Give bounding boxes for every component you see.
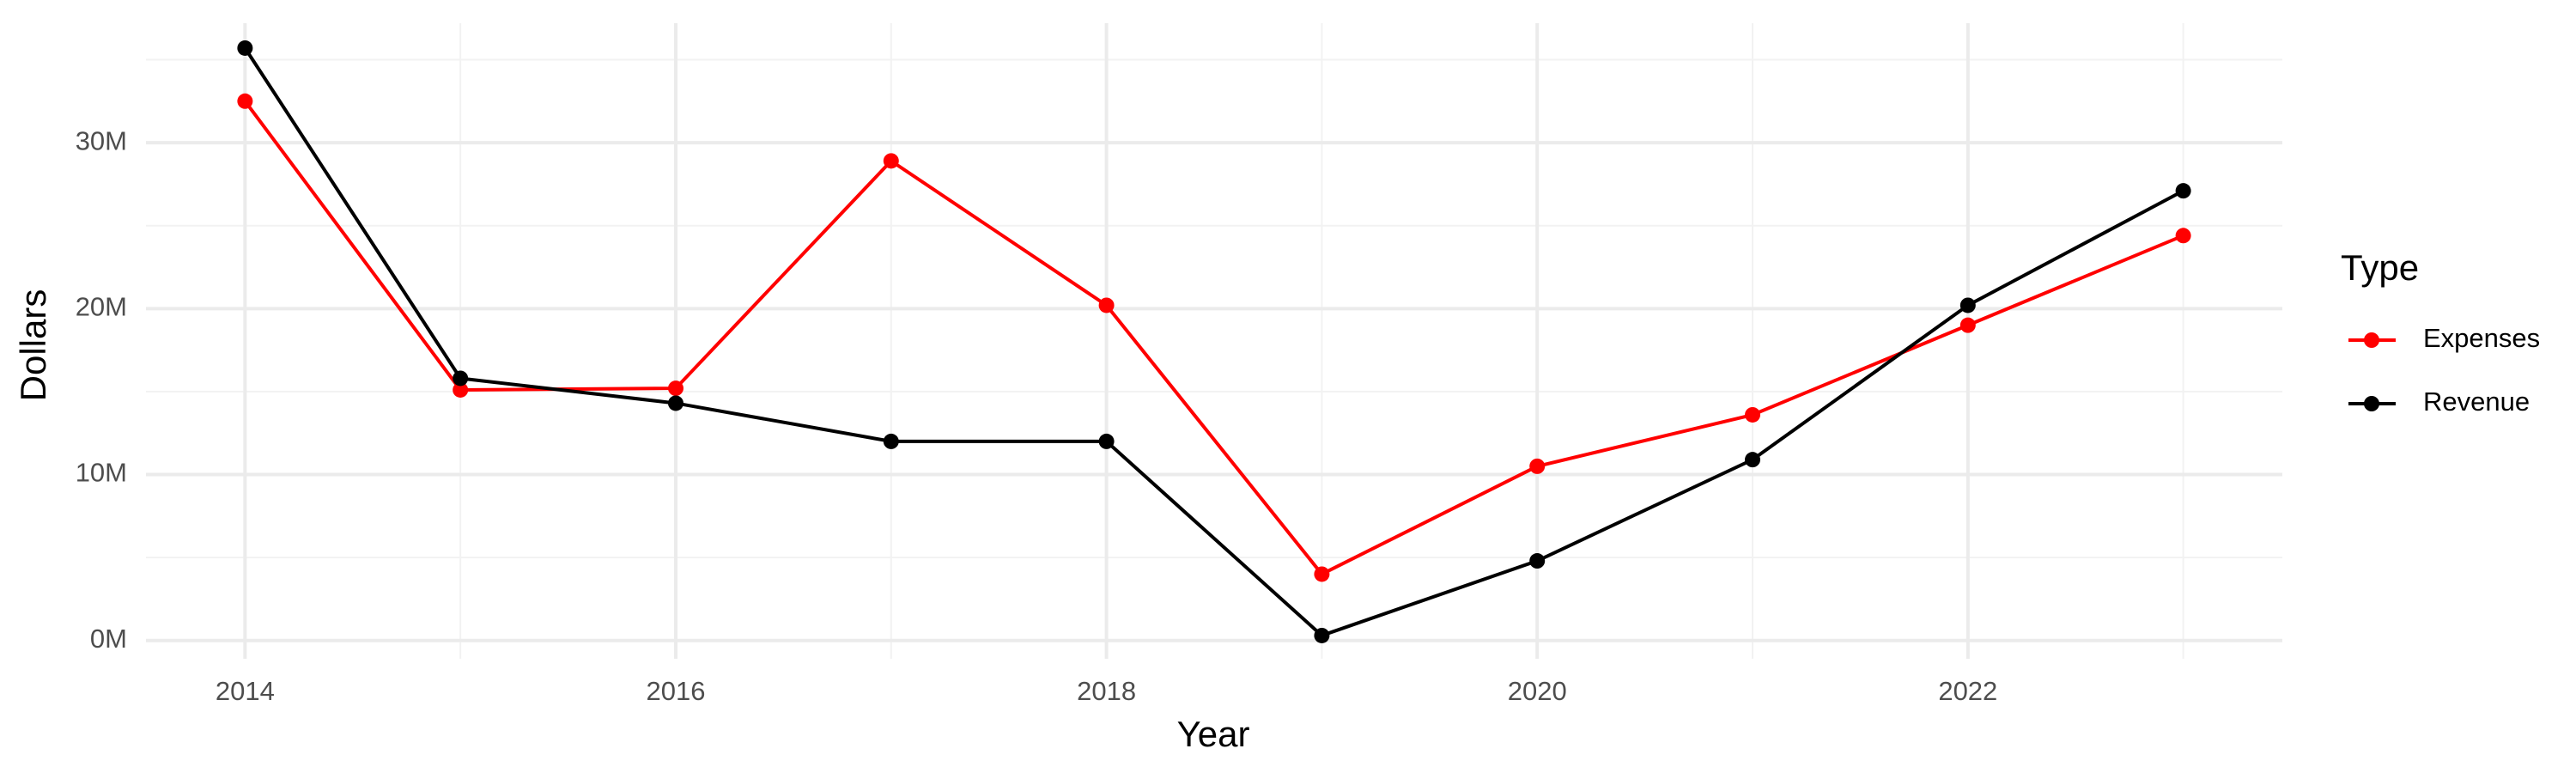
data-point: [453, 381, 469, 398]
series-line: [243, 46, 2184, 638]
data-point: [1314, 627, 1330, 643]
data-point: [453, 370, 469, 386]
x-tick-label: 2014: [216, 676, 275, 706]
data-point: [1745, 452, 1761, 468]
x-tick-label: 2022: [1938, 676, 1997, 706]
y-tick-label: 10M: [76, 458, 127, 488]
data-point: [667, 380, 683, 397]
data-point: [667, 395, 683, 411]
data-point: [883, 153, 899, 169]
data-point: [1098, 297, 1115, 313]
y-tick-label: 30M: [76, 125, 127, 155]
y-axis-title: Dollars: [13, 289, 53, 402]
data-point: [1529, 458, 1546, 474]
data-point: [883, 433, 899, 449]
x-axis-title: Year: [1177, 714, 1250, 754]
data-point: [2175, 228, 2191, 244]
y-tick-label: 20M: [76, 292, 127, 322]
y-tick-label: 0M: [90, 624, 127, 654]
legend-marker: [2364, 396, 2379, 411]
data-point: [237, 40, 253, 56]
data-point: [2175, 183, 2191, 199]
legend-label: Expenses: [2423, 323, 2540, 353]
data-point: [237, 93, 253, 109]
series-line: [243, 100, 2184, 576]
data-point: [1529, 553, 1546, 569]
x-tick-label: 2018: [1077, 676, 1136, 706]
legend-label: Revenue: [2423, 386, 2530, 417]
data-point: [1314, 566, 1330, 582]
x-tick-label: 2020: [1508, 676, 1567, 706]
legend-title: Type: [2341, 247, 2419, 288]
data-point: [1745, 406, 1761, 423]
x-tick-label: 2016: [646, 676, 705, 706]
legend-marker: [2364, 332, 2379, 348]
data-point: [1959, 317, 1976, 333]
data-point: [1098, 433, 1115, 449]
data-point: [1959, 297, 1976, 313]
